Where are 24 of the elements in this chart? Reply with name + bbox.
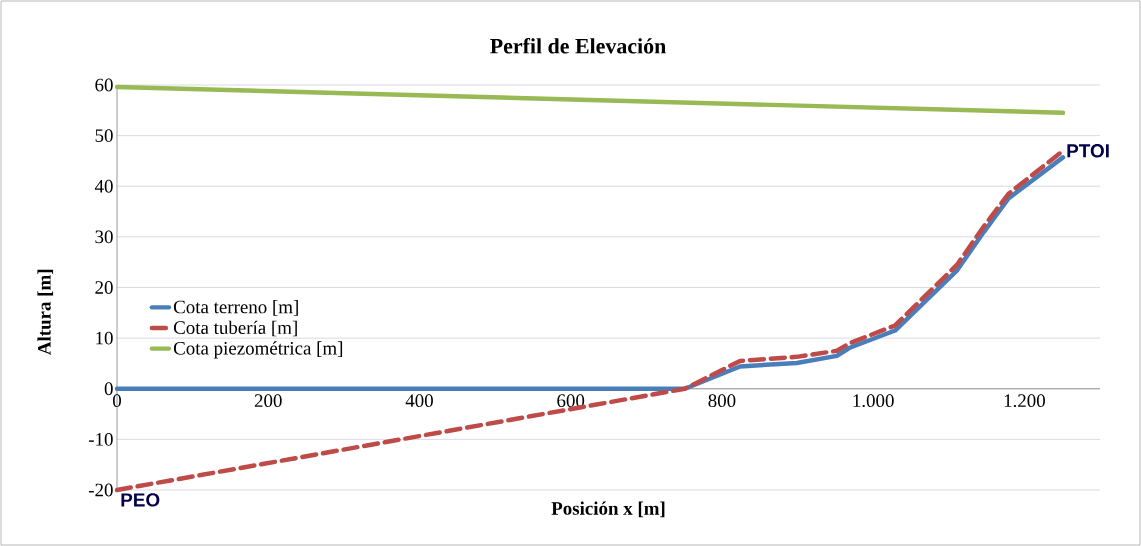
y-tick-label: 20 bbox=[95, 281, 113, 294]
y-tick-label: 40 bbox=[94, 179, 113, 193]
y-tick-label: 50 bbox=[95, 129, 113, 143]
legend-label: Cota piezométrica [m] bbox=[173, 341, 343, 359]
x-tick-label: 200 bbox=[254, 394, 282, 408]
x-axis-title: Posición x [m] bbox=[551, 501, 665, 518]
legend-label: Cota terreno [m] bbox=[173, 300, 298, 316]
y-tick-label: -10 bbox=[88, 433, 113, 446]
line-series bbox=[114, 155, 1066, 391]
y-tick-label: 60 bbox=[95, 78, 113, 92]
x-tick-label: 600 bbox=[557, 394, 585, 408]
legend-label: Cota tubería [m] bbox=[173, 320, 297, 337]
chart-title: Perfil de Elevación bbox=[490, 37, 666, 54]
x-tick-label: 800 bbox=[708, 394, 736, 408]
x-tick-label: 1.200 bbox=[1004, 394, 1045, 408]
y-tick-label: -20 bbox=[88, 483, 113, 497]
y-tick-label: 0 bbox=[104, 382, 113, 396]
annotation: PEO bbox=[121, 493, 160, 507]
y-axis-title: Altura [m] bbox=[37, 269, 54, 355]
x-tick-label: 400 bbox=[405, 394, 433, 408]
x-tick-label: 1.000 bbox=[853, 394, 894, 408]
y-tick-label: 10 bbox=[96, 331, 113, 345]
y-tick-label: 30 bbox=[95, 230, 113, 244]
annotation: PTOI bbox=[1067, 144, 1109, 158]
